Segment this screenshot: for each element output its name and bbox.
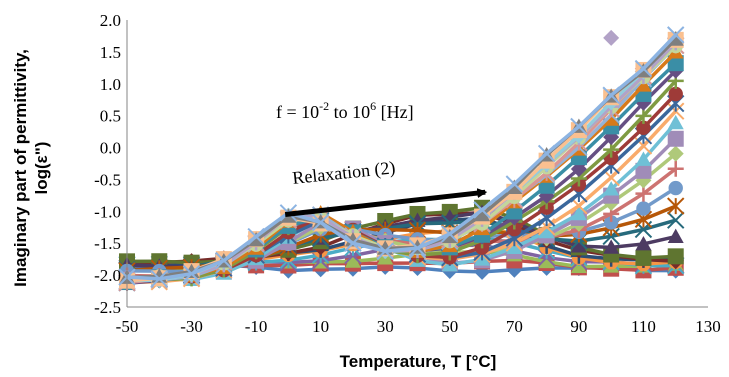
- data-point: [602, 86, 620, 104]
- data-point: [506, 179, 523, 194]
- y-tick-label: -1.0: [94, 202, 121, 221]
- data-point: [667, 145, 684, 162]
- y-axis-title-line1: Imaginary part of permittivity,: [11, 49, 30, 287]
- x-tick-label: 10: [312, 317, 329, 336]
- data-point: [506, 239, 523, 254]
- data-point: [570, 205, 587, 221]
- freq-suffix: [Hz]: [376, 102, 413, 122]
- data-point: [635, 235, 652, 251]
- x-tick-label: 50: [441, 317, 458, 336]
- series-layer: [118, 26, 685, 292]
- y-tick-label: -2.0: [94, 266, 121, 285]
- data-point: [538, 253, 555, 269]
- x-tick-label: -30: [180, 317, 203, 336]
- x-tick-label: 70: [506, 317, 523, 336]
- freq-prefix: f = 10: [276, 102, 319, 122]
- y-tick-label: -2.5: [94, 298, 121, 317]
- data-point: [537, 144, 556, 163]
- data-point: [635, 151, 652, 166]
- data-point: [570, 238, 587, 253]
- data-point: [667, 55, 684, 72]
- frequency-range-annotation: f = 10-2 to 106 [Hz]: [276, 99, 414, 122]
- y-tick-label: 0.0: [100, 139, 121, 158]
- data-point: [441, 225, 459, 243]
- data-point: [635, 162, 652, 179]
- axes-layer: [126, 20, 708, 308]
- data-point: [474, 206, 491, 222]
- y-axis-title-line2: log(ε"): [32, 142, 51, 195]
- data-point: [505, 175, 524, 193]
- outlier-point: [603, 29, 620, 46]
- data-point: [667, 228, 684, 243]
- data-point: [667, 31, 684, 46]
- data-point: [668, 86, 683, 102]
- data-point: [667, 197, 685, 215]
- data-point: [570, 117, 588, 136]
- x-axis-title: Temperature, T [°C]: [340, 352, 497, 371]
- data-point: [441, 228, 458, 244]
- y-tick-label: 1.5: [100, 43, 121, 62]
- data-point: [603, 239, 620, 254]
- x-tick-label: 130: [695, 317, 721, 336]
- relaxation-arrow: [284, 188, 488, 218]
- y-tick-label: 2.0: [100, 11, 121, 30]
- y-tick-label: 0.5: [100, 107, 121, 126]
- data-point: [667, 26, 685, 44]
- data-point: [473, 201, 491, 219]
- relaxation-label: Relaxation (2): [291, 157, 396, 189]
- data-point: [248, 231, 265, 247]
- data-point: [376, 242, 394, 260]
- y-tick-labels: -2.5 -2.0 -1.5 -1.0 -0.5 0.0 0.5 1.0 1.5 2.0: [94, 11, 121, 317]
- data-point: [215, 251, 233, 270]
- data-point: [634, 59, 653, 78]
- data-point: [603, 181, 620, 196]
- data-point: [344, 234, 362, 252]
- data-point: [538, 223, 555, 239]
- data-point: [667, 248, 684, 265]
- data-point: [667, 211, 685, 229]
- data-point: [182, 265, 201, 283]
- data-point: [150, 270, 168, 288]
- x-tick-label: 110: [631, 317, 656, 336]
- x-tick-label: -50: [116, 317, 139, 336]
- data-point: [667, 130, 684, 147]
- data-point: [636, 120, 651, 136]
- data-point: [667, 114, 684, 130]
- data-point: [603, 215, 619, 230]
- y-tick-label: -1.5: [94, 234, 121, 253]
- x-tick-label: 30: [377, 317, 394, 336]
- data-point: [602, 227, 620, 246]
- data-point: [635, 77, 652, 92]
- x-tick-labels: -50 -30 -10 10 30 50 70 90 110 130: [116, 317, 721, 336]
- freq-mid: to 10: [329, 102, 370, 122]
- freq-exp2: 6: [370, 99, 376, 113]
- x-tick-label: -10: [245, 317, 268, 336]
- data-point: [408, 239, 427, 257]
- data-point: [344, 253, 361, 268]
- y-tick-label: -0.5: [94, 170, 121, 189]
- data-point: [247, 227, 265, 246]
- data-point: [668, 180, 683, 196]
- y-tick-label: 1.0: [100, 75, 121, 94]
- data-point: [311, 213, 330, 232]
- data-point: [667, 160, 684, 177]
- data-point: [636, 201, 651, 216]
- data-point: [570, 258, 587, 274]
- x-tick-label: 90: [570, 317, 587, 336]
- data-point: [635, 249, 652, 266]
- freq-exp1: -2: [319, 99, 329, 113]
- data-point: [603, 111, 620, 126]
